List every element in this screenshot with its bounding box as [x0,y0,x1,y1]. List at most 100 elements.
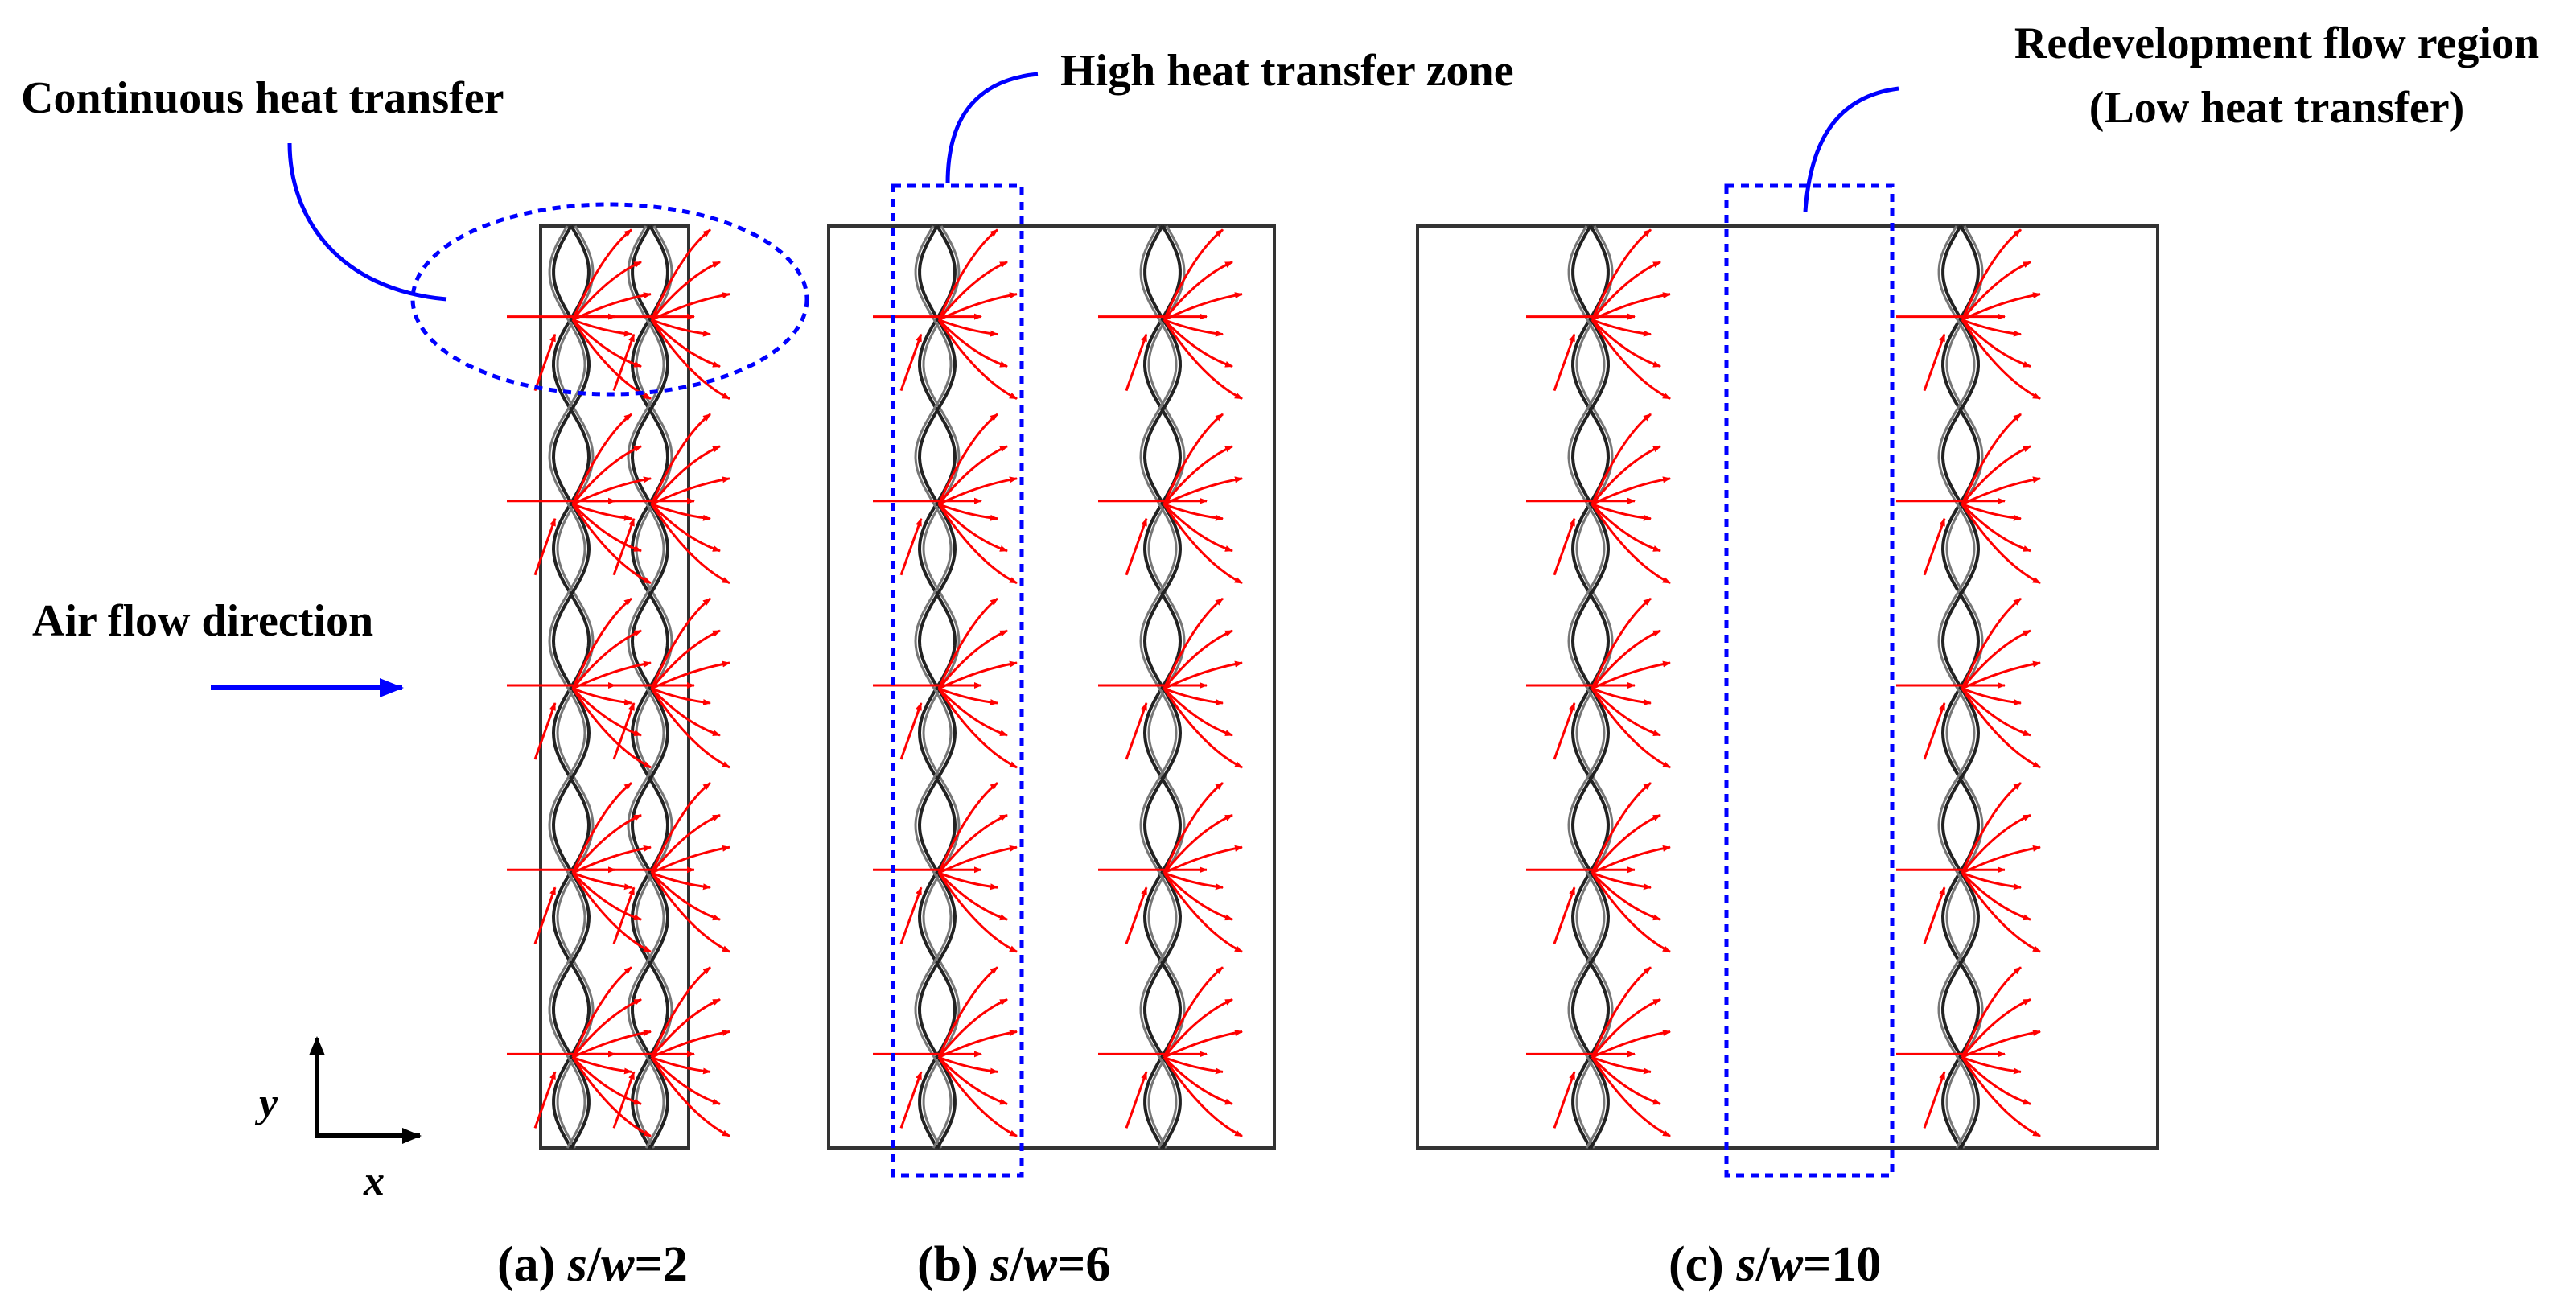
flow-arrow [651,660,730,690]
flow-arrow [650,228,711,321]
flow-arrow [1591,871,1652,891]
flow-arrow [1162,319,1233,368]
flow-arrow [899,517,923,576]
flow-arrow [650,597,711,689]
flow-arrow [1590,319,1661,368]
flow-arrow [937,597,998,689]
flow-arrow [1961,1056,2041,1137]
panel-c-caption: (c) s/w=10 [1669,1237,1881,1292]
flow-arrow [1923,886,1946,944]
flow-arrow [650,319,721,368]
flow-arrow [1961,1055,2022,1075]
flow-arrow [1590,503,1671,585]
flow-arrow [1961,687,2022,705]
flow-arrow [1590,413,1652,505]
fin-strand [551,224,591,1150]
flow-arrow [1162,503,1233,553]
flow-arrow [651,871,711,891]
flow-arrow [937,813,1008,874]
flow-arrow [938,687,998,705]
flow-arrow [1553,702,1576,760]
flow-arrow [938,503,998,521]
flow-arrow [1590,813,1661,874]
flow-arrow [572,292,652,321]
flow-arrow [1961,872,2031,921]
flow-arrow [938,871,998,891]
flow-arrow [1961,292,2041,321]
flow-arrow [1961,597,2022,689]
fin-strand [1940,224,1981,1150]
flow-arrow [1163,503,1224,521]
flow-arrow [1162,1056,1243,1137]
flow-arrow [571,629,642,689]
flow-arrow [937,261,1008,321]
flow-arrow [1961,503,2031,553]
flow-arrow [1163,292,1243,321]
flow-arrow [650,445,721,505]
flow-arrow [1961,629,2031,689]
flow-arrow [1961,687,2031,737]
flow-arrow [1961,660,2041,690]
flow-arrow [1961,688,2041,769]
flow-arrow [1961,445,2031,505]
fin-strand [630,224,670,1150]
flow-arrow [1591,476,1671,506]
flow-arrow [1961,319,2022,337]
flow-arrow [571,319,642,368]
redevelopment-leader-line [1803,86,1899,212]
y-axis-label: y [254,1080,278,1126]
redevelopment-zone-box [1724,183,1895,1178]
flow-arrow [572,687,632,705]
flow-arrow [1125,333,1148,392]
flow-arrow [1961,871,2022,891]
flow-arrow [1591,1055,1652,1075]
fin-strand [1937,225,1976,1149]
flow-arrow [899,702,923,760]
flow-arrow [1923,1071,1946,1129]
flow-arrow [938,1030,1018,1059]
flow-arrow [571,998,642,1059]
flow-arrow [572,1030,652,1059]
flow-arrow [571,813,642,874]
panel-c-frame [1416,224,2159,1150]
flow-arrow [571,1056,652,1137]
flow-arrow [650,813,721,874]
flow-arrow [937,413,998,505]
flow-arrow [650,966,711,1059]
flow-arrow [1961,1030,2041,1059]
flow-arrow [1163,476,1243,506]
high-heat-zone-box [891,183,1024,1178]
flow-arrow [937,966,998,1059]
flow-arrow [650,998,721,1059]
flow-arrow [1162,261,1233,321]
flow-arrow [1162,687,1233,737]
flow-arrow [938,319,998,337]
flow-arrow [1590,1056,1671,1137]
flow-arrow [1590,261,1661,321]
x-axis-label: x [363,1158,385,1204]
flow-arrow [571,261,642,321]
flow-arrow [572,1055,632,1075]
flow-arrow [650,319,730,400]
flow-arrow [572,319,632,337]
flow-arrow [1590,1056,1661,1105]
flow-arrow [571,872,652,953]
flow-arrow [1590,629,1661,689]
flow-arrow [571,445,642,505]
flow-arrow [1590,966,1652,1059]
flow-arrow [1163,660,1243,690]
flow-arrow [1163,319,1224,337]
flow-arrow [1961,261,2031,321]
redevelopment-label-line1: Redevelopment flow region [2014,19,2539,68]
flow-arrow [571,228,632,321]
flow-arrow [651,845,730,874]
panel-b-caption: (b) s/w=6 [917,1237,1110,1292]
flow-arrow [1162,503,1243,585]
flow-arrow [1961,476,2041,506]
continuous-leader-line [287,142,447,302]
flow-arrow [650,1056,730,1137]
flow-arrow [571,872,642,921]
flow-arrow [651,1055,711,1075]
fin-strand [627,225,665,1149]
